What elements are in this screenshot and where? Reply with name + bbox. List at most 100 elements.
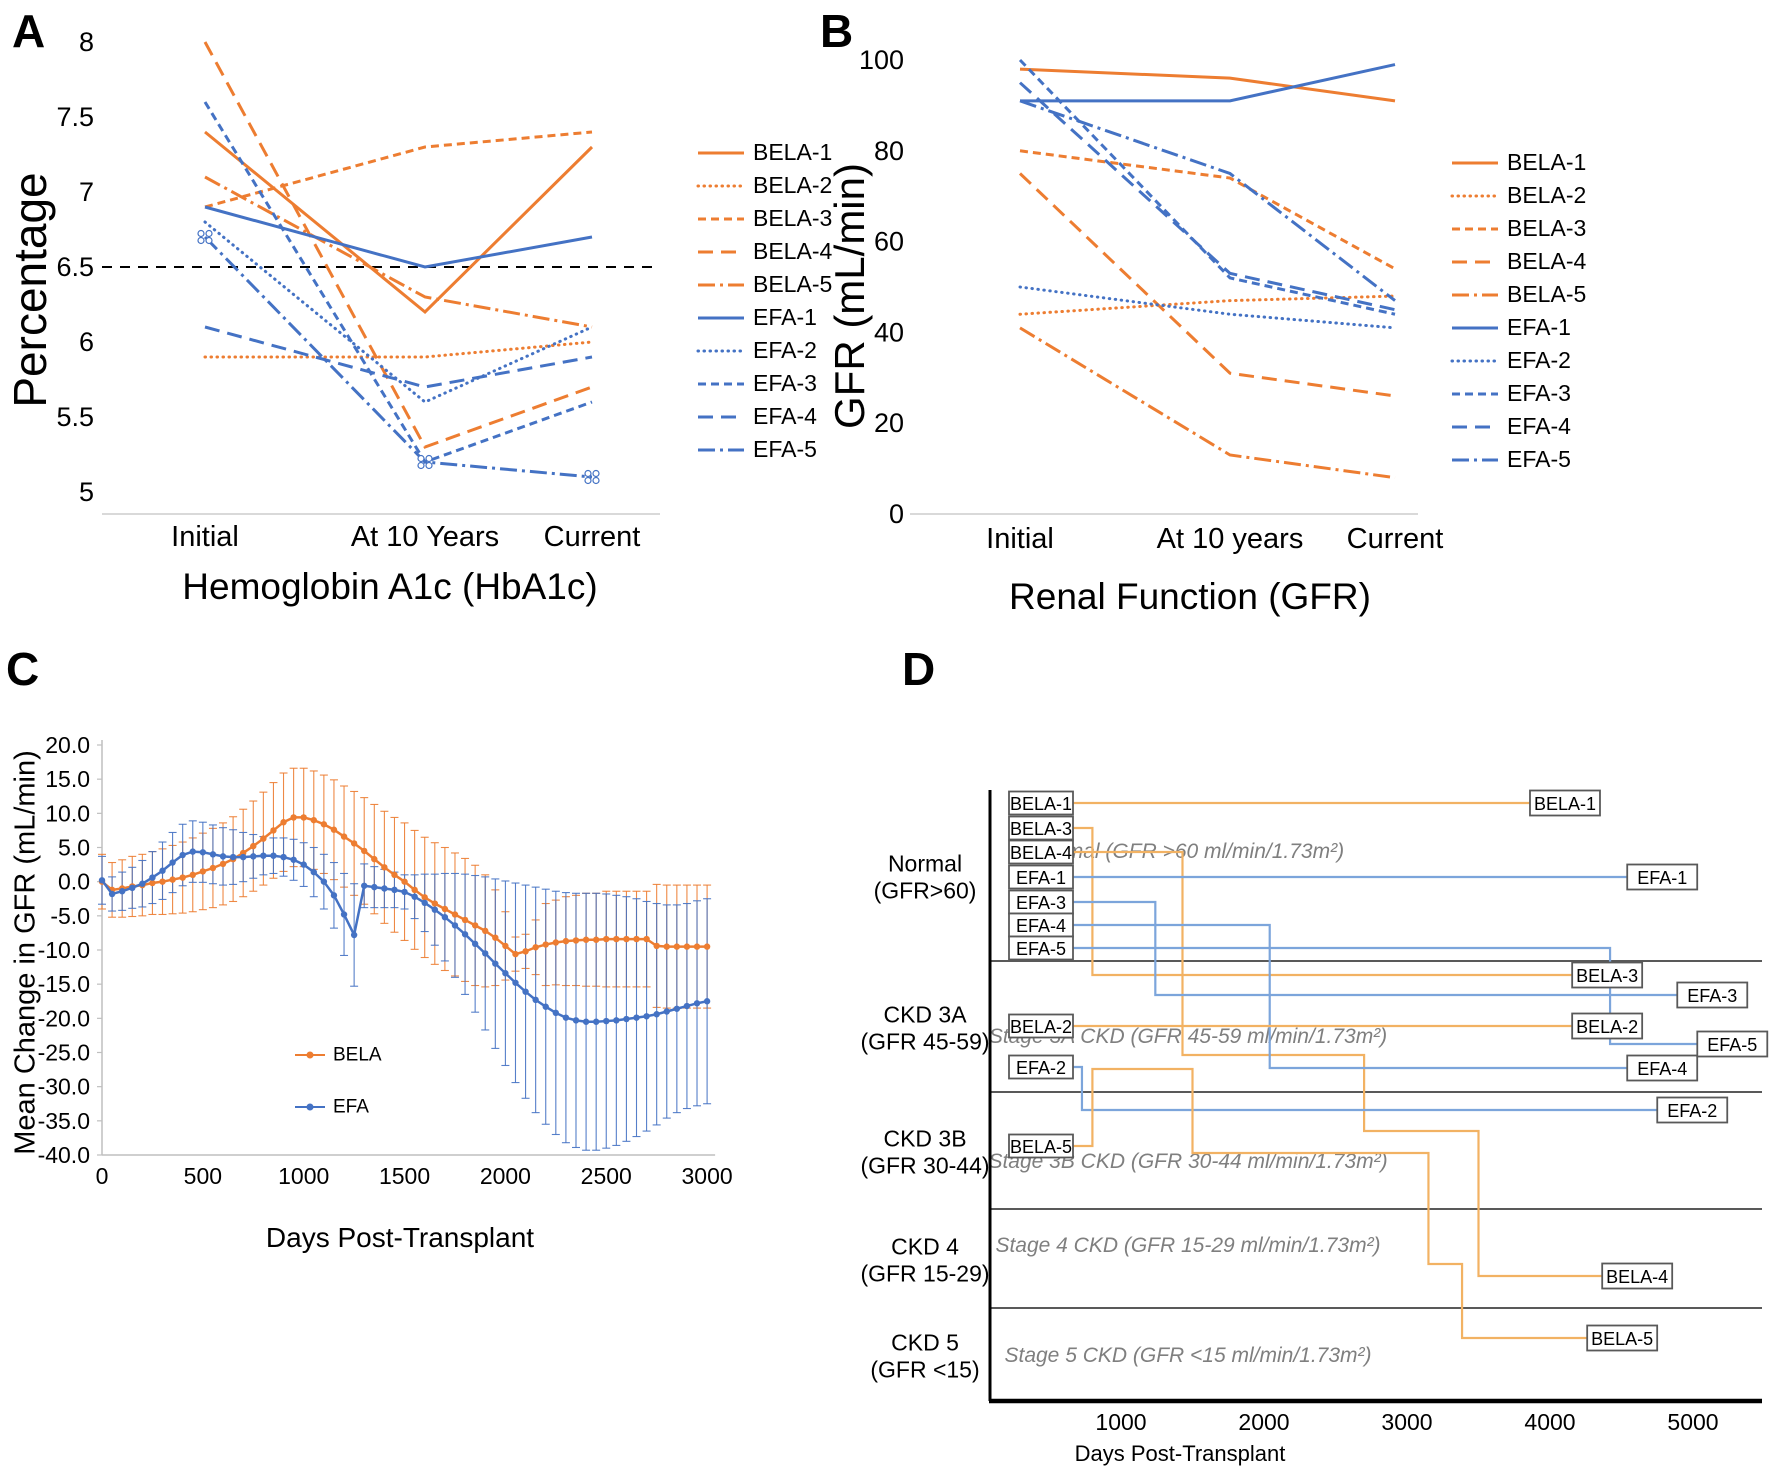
legend-item-bela-5: BELA-5 xyxy=(698,268,832,301)
svg-text:Current: Current xyxy=(1347,523,1444,555)
svg-text:EFA-4: EFA-4 xyxy=(1016,916,1066,936)
svg-text:CKD 5: CKD 5 xyxy=(891,1330,959,1356)
svg-text:Initial: Initial xyxy=(986,523,1054,555)
legend-item-efa-2: EFA-2 xyxy=(696,334,832,367)
svg-text:Stage 5 CKD (GFR <15 ml/min/1.: Stage 5 CKD (GFR <15 ml/min/1.73m²) xyxy=(1004,1344,1371,1367)
svg-text:At 10 years: At 10 years xyxy=(1157,523,1304,555)
legend-item-bela-3: BELA-3 xyxy=(698,202,832,235)
legend-item-efa-5: EFA-5 xyxy=(698,433,832,466)
svg-text:1000: 1000 xyxy=(278,1163,329,1189)
legend-label: BELA-1 xyxy=(1507,149,1587,175)
ckd-stage-timeline-chart: Normal(GFR>60) Normal (GFR >60 ml/min/1.7… xyxy=(860,789,1769,1435)
svg-text:Stage 3B CKD (GFR 30-44 ml/min: Stage 3B CKD (GFR 30-44 ml/min/1.73m²) xyxy=(988,1150,1387,1173)
svg-text:-40.0: -40.0 xyxy=(38,1142,90,1168)
svg-text:8: 8 xyxy=(79,27,94,57)
legend-label: EFA-1 xyxy=(753,304,817,330)
svg-text:1000: 1000 xyxy=(1095,1409,1146,1435)
legend-line-sample xyxy=(696,184,746,187)
svg-text:EFA-1: EFA-1 xyxy=(1016,868,1066,888)
legend-label: BELA-2 xyxy=(753,172,833,198)
legend-item-efa-1: EFA-1 xyxy=(1452,311,1586,344)
legend-label: EFA-4 xyxy=(1507,413,1571,439)
svg-text:EFA-3: EFA-3 xyxy=(1016,893,1066,913)
svg-text:EFA-2: EFA-2 xyxy=(1667,1101,1717,1121)
legend-line-sample xyxy=(698,283,744,286)
legend-item-bela-1: BELA-1 xyxy=(698,136,832,169)
panel-a-title: Hemoglobin A1c (HbA1c) xyxy=(182,566,598,607)
svg-text:EFA-5: EFA-5 xyxy=(1016,939,1066,959)
svg-text:4000: 4000 xyxy=(1524,1409,1575,1435)
legend-item-efa-5: EFA-5 xyxy=(1452,443,1586,476)
svg-text:At 10 Years: At 10 Years xyxy=(351,521,499,553)
svg-text:-15.0: -15.0 xyxy=(38,971,90,997)
legend-label: BELA-4 xyxy=(1507,248,1587,274)
legend-label: BELA-2 xyxy=(1507,182,1587,208)
svg-text:Normal: Normal xyxy=(888,851,962,877)
svg-text:-10.0: -10.0 xyxy=(38,937,90,963)
svg-text:40: 40 xyxy=(874,317,904,347)
svg-text:0.0: 0.0 xyxy=(58,869,90,895)
legend-line-sample xyxy=(1452,227,1498,230)
svg-text:BELA: BELA xyxy=(333,1045,382,1066)
svg-text:(GFR <15): (GFR <15) xyxy=(870,1357,979,1383)
svg-text:Current: Current xyxy=(544,521,641,553)
svg-text:20: 20 xyxy=(874,408,904,438)
legend-label: EFA-5 xyxy=(1507,446,1571,472)
svg-text:100: 100 xyxy=(859,45,904,75)
svg-text:-30.0: -30.0 xyxy=(38,1074,90,1100)
panel-a-letter: A xyxy=(12,5,46,57)
legend-label: EFA-3 xyxy=(1507,380,1571,406)
legend-line-sample xyxy=(698,382,744,385)
svg-text:6.5: 6.5 xyxy=(56,252,94,282)
legend-line-sample xyxy=(698,448,744,451)
legend-item-bela-2: BELA-2 xyxy=(1450,179,1587,212)
panel-b-y-axis-title: GFR (mL/min) xyxy=(826,163,873,429)
svg-text:1500: 1500 xyxy=(379,1163,430,1189)
svg-text:BELA-4: BELA-4 xyxy=(1010,843,1072,863)
legend-line-sample xyxy=(1450,359,1500,362)
legend-label: BELA-5 xyxy=(753,271,833,297)
legend-line-sample xyxy=(1452,425,1498,428)
svg-text:7.5: 7.5 xyxy=(56,102,94,132)
svg-text:CKD 3B: CKD 3B xyxy=(883,1126,966,1152)
svg-text:7: 7 xyxy=(79,177,94,207)
svg-text:5.0: 5.0 xyxy=(58,834,90,860)
gfr-slope-chart: 100 80 60 40 20 0 Initial At 10 years Current xyxy=(859,45,1444,555)
svg-text:(GFR>60): (GFR>60) xyxy=(874,878,977,904)
svg-text:CKD 3A: CKD 3A xyxy=(883,1002,967,1028)
svg-text:BELA-4: BELA-4 xyxy=(1606,1267,1668,1287)
legend-line-sample xyxy=(698,151,744,154)
legend-item-efa-4: EFA-4 xyxy=(698,400,832,433)
svg-text:BELA-1: BELA-1 xyxy=(1010,794,1072,814)
panel-b-legend: BELA-1 BELA-2 BELA-3 BELA-4 BELA-5 EFA-1 EFA-2… xyxy=(1450,146,1587,476)
svg-text:(GFR 15-29): (GFR 15-29) xyxy=(860,1261,989,1287)
svg-text:2500: 2500 xyxy=(581,1163,632,1189)
svg-text:CKD 4: CKD 4 xyxy=(891,1234,959,1260)
legend-label: BELA-1 xyxy=(753,139,833,165)
legend-label: EFA-5 xyxy=(753,436,817,462)
legend-line-sample xyxy=(1452,392,1498,395)
legend-item-bela-4: BELA-4 xyxy=(698,235,832,268)
legend-label: BELA-3 xyxy=(1507,215,1587,241)
svg-text:-25.0: -25.0 xyxy=(38,1039,90,1065)
legend-item-bela-3: BELA-3 xyxy=(1452,212,1586,245)
legend-label: EFA-3 xyxy=(753,370,817,396)
svg-text:BELA-3: BELA-3 xyxy=(1010,819,1072,839)
svg-text:0: 0 xyxy=(96,1163,109,1189)
svg-text:EFA-4: EFA-4 xyxy=(1637,1059,1687,1079)
legend-line-sample xyxy=(1452,260,1498,263)
svg-text:(GFR 45-59): (GFR 45-59) xyxy=(860,1029,989,1055)
legend-label: BELA-3 xyxy=(753,205,833,231)
svg-text:EFA: EFA xyxy=(333,1097,369,1118)
svg-text:BELA-2: BELA-2 xyxy=(1010,1017,1072,1037)
svg-text:2000: 2000 xyxy=(480,1163,531,1189)
legend-item-bela-2: BELA-2 xyxy=(696,169,833,202)
panel-a-legend: BELA-1 BELA-2 BELA-3 BELA-4 BELA-5 EFA-1 EFA-2… xyxy=(696,136,833,466)
svg-text:EFA-1: EFA-1 xyxy=(1637,868,1687,888)
legend-item-efa-3: EFA-3 xyxy=(698,367,832,400)
legend-line-sample xyxy=(698,250,744,253)
legend-line-sample xyxy=(698,217,744,220)
legend-line-sample xyxy=(698,415,744,418)
panel-b-title: Renal Function (GFR) xyxy=(1009,576,1371,617)
